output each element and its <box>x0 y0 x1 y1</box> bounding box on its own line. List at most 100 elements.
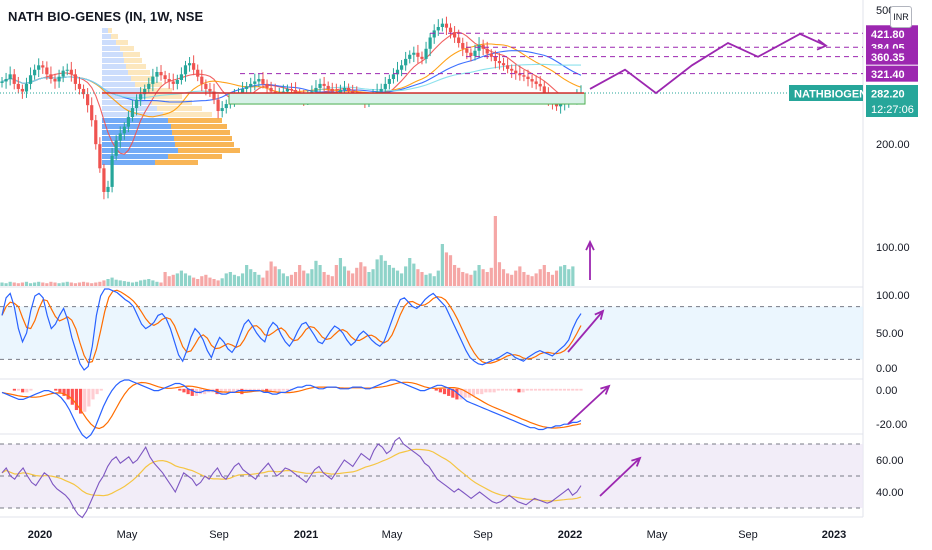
volume-bar <box>481 269 485 286</box>
macd-histogram-bar <box>575 388 579 391</box>
candle-body <box>175 79 179 84</box>
volume-profile-down-row <box>172 130 230 135</box>
volume-bar <box>395 270 400 286</box>
candle-body <box>346 87 351 92</box>
macd-histogram-bar <box>12 388 17 391</box>
rsi-tick-label: 40.00 <box>876 487 904 499</box>
macd-histogram-bar <box>496 388 500 391</box>
volume-bar <box>318 265 322 286</box>
candle-body <box>501 63 506 66</box>
macd-histogram-bar <box>203 388 207 395</box>
candle-body <box>192 63 196 70</box>
candle-body <box>534 81 538 84</box>
volume-bar <box>102 280 106 286</box>
candle-body <box>216 99 220 112</box>
currency-badge[interactable]: INR <box>890 6 912 28</box>
stoch-band <box>0 306 863 360</box>
volume-bar <box>465 273 469 286</box>
macd-histogram-bar <box>198 388 203 395</box>
volume-bar <box>114 279 118 286</box>
volume-bar <box>391 267 396 286</box>
candle-body <box>53 79 57 82</box>
candle-body <box>493 56 497 62</box>
arrow-shaft <box>567 385 610 425</box>
stoch-tick-label: 50.00 <box>876 328 904 340</box>
candle-body <box>90 105 94 121</box>
volume-bar <box>28 283 33 286</box>
macd-histogram-bar <box>232 388 236 393</box>
macd-histogram-bar <box>29 388 33 391</box>
time-tick-label: Sep <box>738 529 758 541</box>
volume-bars <box>0 216 575 286</box>
volume-profile-up-row <box>102 34 111 39</box>
candle-body <box>408 54 412 59</box>
candle-body <box>33 69 37 76</box>
candle-body <box>220 108 224 112</box>
candle-body <box>538 83 542 87</box>
candle-body <box>452 32 457 38</box>
macd-histogram-bar <box>95 388 99 395</box>
level-tag: 360.35 <box>866 48 918 65</box>
volume-bar <box>171 274 175 286</box>
volume-profile-up-row <box>102 130 172 135</box>
volume-bar <box>159 282 163 286</box>
macd-histogram-bar <box>484 388 488 393</box>
volume-profile-down-row <box>157 106 202 111</box>
volume-bar <box>57 283 61 286</box>
stochastic-pane <box>0 288 863 371</box>
volume-bar <box>0 282 4 286</box>
volume-bar <box>554 270 559 286</box>
macd-histogram-bar <box>277 388 281 393</box>
volume-profile-up-row <box>102 154 168 159</box>
currency-label: INR <box>893 12 909 22</box>
candle-body <box>106 186 110 192</box>
ticker-tag-bg <box>789 84 863 101</box>
last-price-label: 282.20 <box>871 88 905 100</box>
macd-histogram-bar <box>240 388 244 395</box>
candle-body <box>200 76 204 84</box>
volume-bar <box>220 278 224 286</box>
price-tick-label: 100.00 <box>876 242 910 254</box>
volume-profile-down-row <box>174 136 232 141</box>
candle-body <box>45 67 49 75</box>
volume-bar <box>249 269 253 286</box>
volume-bar <box>196 279 200 286</box>
volume-bar <box>457 267 461 286</box>
candle-body <box>134 99 139 109</box>
volume-bar <box>506 273 510 286</box>
volume-profile-up-row <box>102 64 126 69</box>
candle-body <box>61 70 65 77</box>
macd-histogram-bar <box>87 388 91 407</box>
volume-profile-down-row <box>131 76 154 81</box>
volume-bar <box>212 279 216 286</box>
candle-body <box>57 76 61 82</box>
volume-profile-up-row <box>102 100 152 105</box>
candle-body <box>285 88 290 92</box>
volume-bar <box>41 282 45 286</box>
volume-bar <box>461 272 465 286</box>
volume-bar <box>134 281 139 286</box>
volume-bar <box>514 270 518 286</box>
volume-bar <box>273 266 277 286</box>
candle-body <box>289 88 294 90</box>
candle-body <box>440 23 444 27</box>
volume-bar <box>567 269 571 286</box>
volume-bar <box>94 282 98 286</box>
macd-histogram-bar <box>21 388 25 393</box>
volume-bar <box>265 270 269 286</box>
volume-bar <box>452 265 457 286</box>
candle-body <box>183 65 188 75</box>
macd-histogram-bar <box>182 388 186 393</box>
symbol-title[interactable]: NATH BIO-GENES (IN, 1W, NSE <box>8 9 204 24</box>
candle-body <box>94 120 98 145</box>
macd-tick-label: 0.00 <box>876 385 897 397</box>
candle-body <box>424 48 428 59</box>
candle-body <box>432 30 436 38</box>
volume-bar <box>489 267 493 286</box>
volume-bar <box>8 281 12 286</box>
volume-bar <box>542 265 546 286</box>
volume-profile-up-row <box>102 136 174 141</box>
volume-bar <box>277 269 281 286</box>
volume-bar <box>16 283 20 286</box>
candle-body <box>481 44 485 49</box>
